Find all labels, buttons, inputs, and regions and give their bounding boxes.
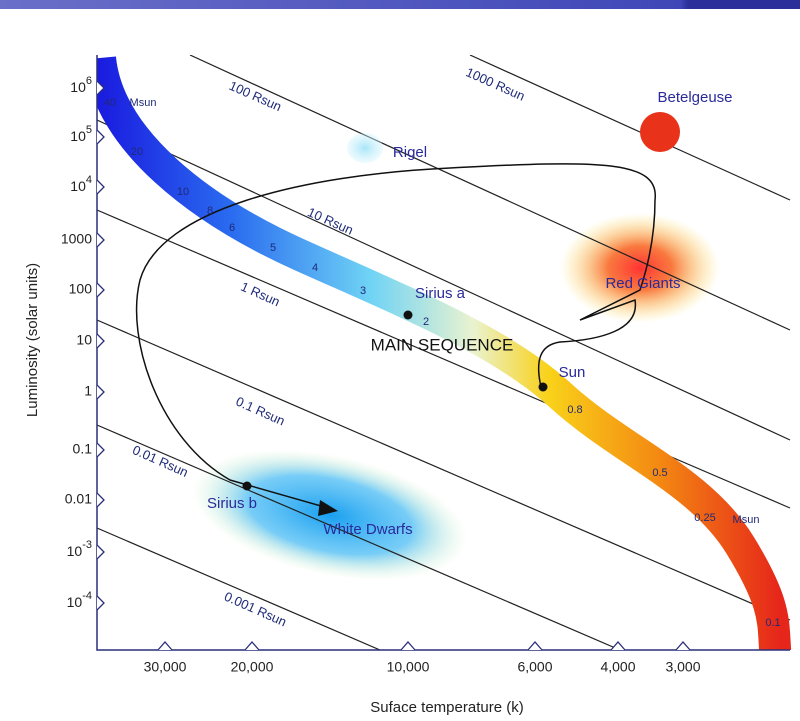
sun-dot — [538, 382, 548, 392]
mass-label: 4 — [312, 262, 318, 274]
y-tick — [96, 544, 105, 560]
mass-label: 3 — [360, 285, 366, 297]
radius-label: 100 Rsun — [227, 78, 284, 114]
y-tick-label: 0.01 — [65, 491, 92, 507]
region-label: MAIN SEQUENCE — [371, 335, 514, 354]
star-label: Sirius b — [207, 495, 257, 512]
sirius-b-dot — [242, 481, 252, 491]
tick-base: 10 — [67, 594, 83, 610]
mass-label: Msun — [130, 97, 157, 109]
tick-base: 10 — [70, 79, 86, 95]
y-tick — [96, 80, 105, 96]
y-tick-label: 1000 — [61, 231, 92, 247]
y-tick-label: 10-3 — [67, 539, 92, 559]
region-label: Red Giants — [605, 275, 680, 292]
plot-area — [97, 55, 792, 650]
y-tick-label: 10-4 — [67, 590, 92, 610]
x-tick — [527, 641, 543, 651]
rigel-star — [347, 133, 383, 163]
mass-label: Msun — [733, 514, 760, 526]
x-tick — [675, 641, 691, 651]
star-label: Sun — [559, 364, 586, 381]
tick-exponent: 4 — [86, 174, 92, 186]
y-tick-label: 0.1 — [73, 441, 93, 457]
mass-label: 0.5 — [652, 467, 667, 479]
tick-exponent: 6 — [86, 75, 92, 87]
y-tick — [96, 129, 105, 145]
y-tick-label: 104 — [70, 174, 92, 194]
top-bar — [0, 0, 800, 9]
x-tick-label: 4,000 — [600, 659, 635, 675]
red-giants-region — [560, 213, 720, 323]
y-tick-label: 10 — [76, 332, 92, 348]
axes — [96, 55, 790, 651]
radius-line — [97, 527, 381, 650]
mass-label: 0.1 — [765, 617, 780, 629]
mass-label: 40 — [104, 97, 116, 109]
star-label: Betelgeuse — [657, 89, 732, 106]
star-label: Rigel — [393, 144, 427, 161]
y-tick-label: 1 — [84, 383, 92, 399]
x-tick — [157, 641, 173, 651]
betelgeuse-star — [640, 112, 680, 152]
evolution-track — [135, 163, 656, 511]
mass-label: 2 — [423, 316, 429, 328]
x-tick-label: 3,000 — [665, 659, 700, 675]
radius-line — [97, 319, 791, 621]
tick-base: 10 — [70, 128, 86, 144]
radius-label: 1000 Rsun — [464, 64, 528, 103]
y-tick-label: 100 — [69, 281, 93, 297]
x-tick — [610, 641, 626, 651]
tick-exponent: -3 — [82, 539, 92, 551]
tick-base: 10 — [70, 178, 86, 194]
mass-label: 0.8 — [567, 404, 582, 416]
y-tick-label: 105 — [70, 124, 92, 144]
tick-exponent: -4 — [82, 590, 92, 602]
radius-line — [469, 55, 791, 201]
x-axis-title: Suface temperature (k) — [370, 699, 523, 716]
y-tick — [96, 333, 105, 349]
x-tick-label: 6,000 — [517, 659, 552, 675]
radius-line — [97, 209, 791, 509]
star-label: Sirius a — [415, 285, 466, 302]
white-dwarfs-region — [192, 449, 468, 581]
y-tick — [96, 442, 105, 458]
mass-label: 8 — [207, 205, 213, 217]
tick-base: 10 — [67, 543, 83, 559]
x-tick — [244, 641, 260, 651]
region-label: White Dwarfs — [323, 521, 412, 538]
y-tick — [96, 179, 105, 195]
radius-label: 0.001 Rsun — [222, 589, 289, 630]
x-tick — [400, 641, 416, 651]
sirius-a-dot — [403, 310, 413, 320]
mass-label: 0.25 — [694, 512, 715, 524]
y-tick — [96, 595, 105, 611]
y-tick — [96, 384, 105, 400]
y-axis-title: Luminosity (solar units) — [24, 263, 41, 417]
radius-label: 1 Rsun — [239, 279, 283, 309]
radius-line — [97, 119, 791, 441]
y-tick — [96, 232, 105, 248]
main-sequence-band — [97, 55, 792, 650]
track-arrow — [318, 500, 338, 516]
mass-label: 5 — [270, 242, 276, 254]
x-tick-label: 30,000 — [144, 659, 187, 675]
x-tick-label: 20,000 — [231, 659, 274, 675]
radius-line — [97, 424, 621, 650]
mass-label: 20 — [131, 146, 143, 158]
mass-label: 6 — [229, 222, 235, 234]
x-tick-label: 10,000 — [387, 659, 430, 675]
mass-label: 10 — [177, 186, 189, 198]
y-tick — [96, 492, 105, 508]
y-tick-label: 106 — [70, 75, 92, 95]
radius-line — [189, 55, 791, 331]
radius-label: 10 Rsun — [305, 204, 355, 237]
y-tick — [96, 282, 105, 298]
tick-exponent: 5 — [86, 124, 92, 136]
